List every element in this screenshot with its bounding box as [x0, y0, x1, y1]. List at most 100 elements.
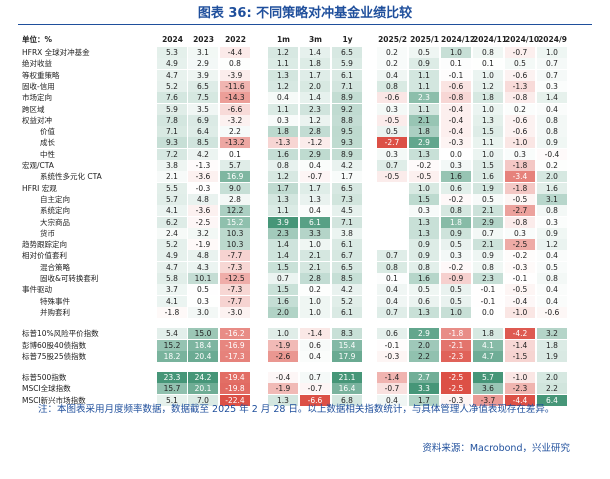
table-cell: -1.3	[505, 80, 535, 92]
table-cell: -0.3	[441, 137, 471, 149]
table-cell: -0.4	[441, 126, 471, 138]
row-label: 并购套利	[40, 307, 70, 317]
table-cell: 0.6	[409, 295, 439, 307]
table-cell: -3.2	[220, 114, 250, 126]
table-cell: -1.0	[505, 372, 535, 384]
row-label: 彭博60股40债指数	[22, 340, 87, 350]
table-cell: 0.9	[473, 250, 503, 262]
table-cell: 7.6	[157, 92, 187, 104]
table-cell: 1.3	[409, 306, 439, 318]
table-cell: 4.2	[188, 148, 218, 160]
table-cell: -0.4	[268, 372, 298, 384]
table-cell: 5.5	[157, 182, 187, 194]
row-label: 系统定向	[40, 206, 70, 216]
table-cell: 2.1	[473, 239, 503, 251]
table-cell: 6.5	[332, 261, 362, 273]
table-cell: 3.2	[537, 328, 567, 340]
table-cell: -6.6	[220, 103, 250, 115]
table-cell: 21.1	[332, 372, 362, 384]
table-cell: -0.6	[505, 126, 535, 138]
header-cell: 2024/9	[538, 35, 567, 44]
table-cell: 1.4	[268, 239, 298, 251]
table-cell: -0.5	[409, 171, 439, 183]
table-cell: 0.1	[450, 59, 462, 69]
table-cell: 5.9	[332, 58, 362, 70]
table-cell: 2.9	[473, 216, 503, 228]
table-cell: -0.6	[505, 114, 535, 126]
table-cell: 1.0	[300, 239, 330, 251]
table-cell: 0.6	[377, 328, 407, 340]
table-cell: 1.5	[409, 193, 439, 205]
table-cell: 1.1	[268, 205, 298, 217]
row-label: 货币	[40, 228, 55, 238]
table-cell: 1.3	[409, 227, 439, 239]
table-cell: 7.0	[188, 394, 218, 406]
table-cell: -0.2	[512, 251, 528, 261]
table-cell: 4.3	[188, 261, 218, 273]
table-cell: 16.9	[220, 171, 250, 183]
row-label: 成长	[40, 138, 55, 148]
table-cell: 0.4	[300, 160, 330, 171]
table-cell: -14.3	[220, 92, 250, 104]
table-cell: 4.2	[332, 284, 362, 296]
table-cell: -0.3	[505, 262, 535, 273]
table-cell: 4.2	[332, 160, 362, 171]
table-cell: 1.0	[300, 295, 330, 307]
table-cell: 18.4	[188, 339, 218, 351]
table-cell: 3.8	[157, 160, 187, 171]
row-label: 特殊事件	[40, 296, 70, 306]
table-cell: 7.8	[157, 114, 187, 126]
header-cell: 1y	[342, 35, 353, 44]
row-label: 中性	[40, 149, 55, 159]
table-cell: 5.3	[157, 47, 187, 58]
table-cell: 20.4	[188, 350, 218, 362]
header-cell: 2023	[193, 35, 214, 44]
table-cell: 6.4	[188, 126, 218, 138]
table-cell: -3.9	[220, 69, 250, 81]
table-cell: 2.1	[157, 171, 187, 183]
table-cell: -0.4	[537, 149, 567, 160]
table-cell: 2.9	[188, 58, 218, 70]
table-cell: -0.7	[300, 171, 330, 183]
table-cell: -1.0	[505, 306, 535, 318]
table-cell: 15.2	[220, 216, 250, 228]
table-cell: 1.6	[268, 148, 298, 160]
table-cell: -0.4	[505, 295, 535, 307]
table-cell: -0.1	[480, 285, 496, 295]
table-cell: 3.3	[300, 227, 330, 239]
table-cell: 5.2	[332, 295, 362, 307]
table-cell: 8.5	[332, 273, 362, 284]
row-label: 事件驱动	[22, 285, 52, 295]
title-rule	[18, 24, 592, 25]
table-cell: -0.7	[377, 383, 407, 395]
table-cell: -0.1	[384, 340, 400, 350]
table-cell: 0.2	[377, 58, 407, 69]
table-cell: 1.8	[473, 92, 503, 104]
table-cell: 1.8	[441, 216, 471, 228]
table-cell: -0.6	[505, 69, 535, 81]
table-cell: 1.3	[409, 216, 439, 228]
table-cell: 15.4	[332, 339, 362, 351]
table-cell: 23.3	[157, 372, 187, 384]
table-cell: -0.8	[505, 92, 535, 104]
table-cell: 1.2	[268, 47, 298, 58]
table-cell: 1.8	[473, 328, 503, 340]
table-cell: 1.0	[473, 148, 503, 160]
table-cell: 1.3	[268, 193, 298, 205]
table-cell: 24.2	[188, 372, 218, 384]
table-cell: -7.3	[220, 261, 250, 273]
table-cell: 1.0	[441, 47, 471, 58]
table-cell: -0.5	[505, 284, 535, 296]
table-cell: 3.1	[188, 47, 218, 58]
table-cell: -1.8	[505, 182, 535, 194]
table-cell: 1.0	[268, 328, 298, 340]
table-cell: 6.5	[188, 80, 218, 92]
table-cell: 6.1	[332, 69, 362, 81]
table-cell: 7.1	[332, 80, 362, 92]
table-cell: 2.2	[409, 350, 439, 362]
table-cell: 0.7	[473, 227, 503, 239]
row-label: 权益对冲	[22, 115, 52, 125]
table-cell: -0.7	[505, 47, 535, 58]
table-cell: 0.4	[268, 92, 298, 104]
table-cell: 6.7	[332, 250, 362, 262]
